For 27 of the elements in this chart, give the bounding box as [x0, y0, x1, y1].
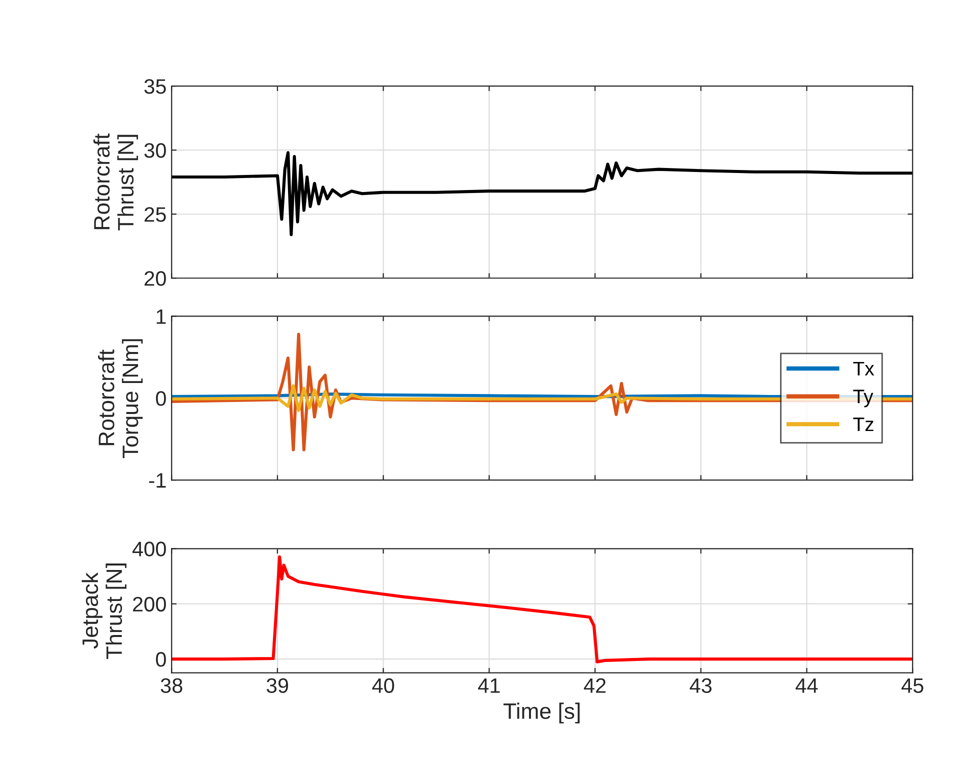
y-tick-label: 400 [132, 542, 166, 556]
legend-label: Ty [853, 390, 874, 408]
x-tick-label: 42 [584, 678, 606, 693]
x-tick-label: 39 [266, 678, 288, 694]
line-series [172, 555, 913, 664]
y-tick-label: 30 [144, 143, 166, 158]
y-axis-title: Rotorcraft Thrust [N] [93, 134, 138, 230]
y-tick-label: 20 [144, 271, 166, 286]
y-tick-label: 1 [156, 309, 166, 324]
y-tick-label: 25 [144, 207, 166, 222]
y-tick-label: -1 [149, 473, 166, 488]
x-tick-label: 41 [478, 678, 500, 693]
y-tick-label: 0 [156, 391, 166, 406]
x-tick-label: 45 [901, 678, 924, 694]
x-tick-label: 43 [690, 678, 712, 694]
y-axis-title: Rotorcraft Torque [Nm] [98, 339, 143, 458]
y-tick-label: 0 [156, 652, 166, 667]
x-tick-label: 38 [160, 678, 182, 694]
y-tick-label: 200 [133, 596, 166, 612]
y-tick-label: 35 [144, 79, 166, 94]
x-tick-label: 40 [372, 678, 394, 694]
line-series [172, 151, 913, 236]
x-axis-title: Time [s] [504, 702, 580, 724]
legend-label: Tz [853, 418, 874, 432]
y-axis-title: Jetpack Thrust [N] [82, 564, 126, 660]
x-tick-label: 44 [796, 678, 818, 693]
legend-label: Tx [853, 362, 874, 376]
